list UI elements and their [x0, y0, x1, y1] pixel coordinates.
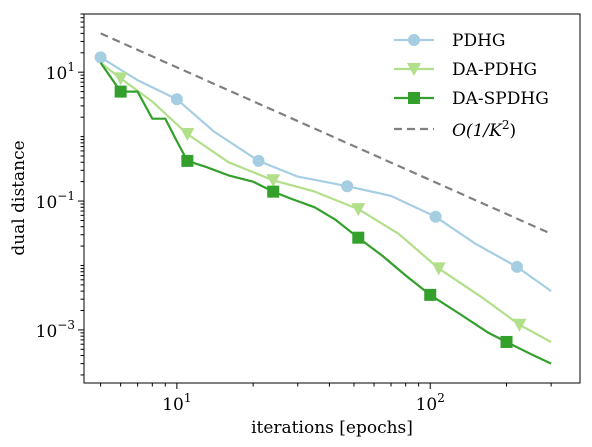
legend-entry-da-pdhg: DA-PDHG: [394, 60, 537, 80]
legend-label-da-spdhg: DA-SPDHG: [452, 89, 549, 109]
series-line-pdhg: [100, 56, 552, 292]
series-line-rate: [100, 32, 552, 235]
data-point-pdhg-5: [511, 260, 524, 273]
legend-rate-exp: 2: [502, 118, 510, 132]
y-tick-label-1: 10−1: [36, 189, 75, 213]
series-da-pdhg: [99, 61, 552, 343]
data-point-da-spdhg-4: [424, 288, 437, 301]
series-rate: [100, 32, 552, 235]
data-point-da-pdhg-0: [113, 72, 128, 86]
data-point-da-spdhg-0: [114, 85, 127, 98]
legend-symbol-da-pdhg: [394, 63, 434, 76]
data-point-da-pdhg-3: [351, 203, 366, 217]
data-point-pdhg-0: [94, 51, 107, 64]
legend-entry-pdhg: PDHG: [394, 31, 505, 51]
legend-entry-rate: O(1/K2): [394, 118, 516, 141]
legend-label-da-pdhg: DA-PDHG: [452, 60, 537, 80]
legend-rate-close: ): [509, 121, 516, 141]
x-tick-label-0: 101: [162, 391, 191, 415]
data-point-da-spdhg-1: [181, 154, 194, 167]
legend-symbol-pdhg: [394, 34, 434, 46]
legend-marker-da-spdhg: [408, 92, 420, 104]
ticks-layer: 101 102 10−3 10−1 101: [36, 13, 552, 415]
legend-rate-o: O(1/: [452, 121, 491, 141]
legend-marker-pdhg: [408, 34, 420, 46]
data-point-pdhg-3: [341, 180, 354, 193]
y-axis-label: dual distance: [9, 140, 29, 255]
data-point-da-spdhg-5: [500, 335, 513, 348]
y-tick-label-0: 10−3: [36, 318, 75, 342]
legend-rate-k: K: [488, 121, 503, 141]
data-point-pdhg-4: [429, 210, 442, 223]
y-tick-label-2: 101: [46, 60, 75, 84]
data-point-da-spdhg-2: [267, 185, 280, 198]
data-point-da-pdhg-5: [512, 318, 527, 332]
data-point-pdhg-2: [252, 154, 265, 167]
legend-marker-da-pdhg: [407, 63, 421, 76]
legend: PDHG DA-PDHG DA-SPDHG O(1/K2): [394, 31, 549, 141]
legend-symbol-da-spdhg: [394, 92, 434, 104]
legend-entry-da-spdhg: DA-SPDHG: [394, 89, 549, 109]
series-line-da-spdhg: [99, 62, 552, 365]
legend-label-rate: O(1/K2): [452, 118, 516, 141]
data-point-da-pdhg-4: [431, 262, 446, 276]
series-layer: [94, 32, 552, 365]
legend-label-pdhg: PDHG: [452, 31, 505, 51]
series-pdhg: [94, 51, 552, 292]
data-point-da-pdhg-2: [266, 174, 281, 188]
x-tick-label-1: 102: [416, 391, 445, 415]
data-point-pdhg-1: [170, 93, 183, 106]
x-axis-label: iterations [epochs]: [251, 418, 413, 438]
series-da-spdhg: [99, 62, 552, 365]
data-point-da-spdhg-3: [352, 231, 365, 244]
series-line-da-pdhg: [99, 61, 552, 343]
plot-frame: [83, 13, 581, 384]
data-point-da-pdhg-1: [180, 127, 195, 141]
